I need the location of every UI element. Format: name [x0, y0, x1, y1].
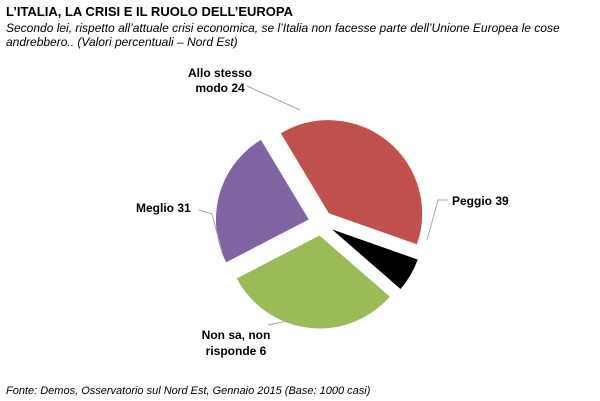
leader-meglio [198, 209, 223, 253]
chart-subtitle: Secondo lei, rispetto all’attuale crisi … [6, 21, 560, 49]
leader-lines [198, 85, 448, 326]
chart-source: Fonte: Demos, Osservatorio sul Nord Est,… [6, 385, 371, 397]
slice-label-nonsa-line2: risponde 6 [206, 344, 267, 358]
leader-peggio [426, 199, 448, 241]
chart-title: L’ITALIA, LA CRISI E IL RUOLO DELL’EUROP… [6, 4, 293, 19]
pie-slices [214, 119, 424, 330]
slice-label-stesso-line2: modo 24 [195, 81, 245, 95]
leader-stesso [246, 85, 301, 111]
slice-label-meglio: Meglio 31 [136, 201, 191, 215]
pie-slice-nonsa [329, 227, 419, 291]
pie-slice-meglio [235, 234, 392, 330]
pie-slice-peggio [279, 119, 424, 246]
slice-label-nonsa-line1: Non sa, non [202, 328, 271, 342]
pie-slice-stesso [214, 138, 311, 264]
leader-nonsa [267, 319, 293, 326]
slice-label-stesso-line1: Allo stesso [188, 66, 252, 80]
slice-label-peggio: Peggio 39 [452, 194, 509, 208]
